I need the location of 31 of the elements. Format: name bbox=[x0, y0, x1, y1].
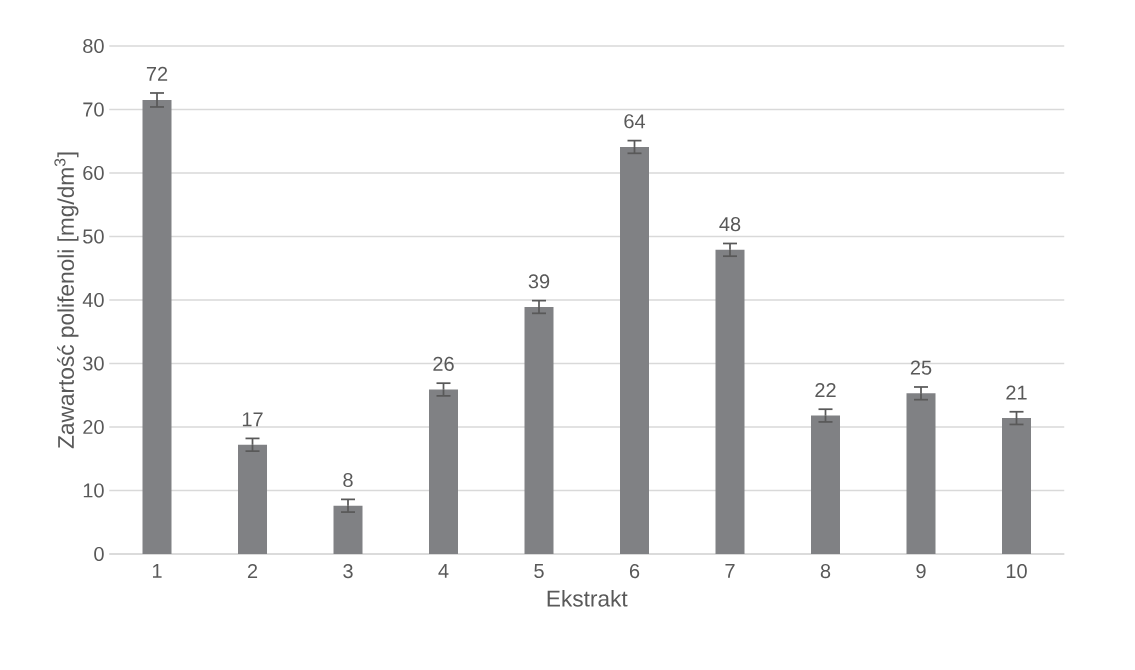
data-label: 22 bbox=[815, 382, 836, 397]
y-tick-label: 30 bbox=[83, 356, 104, 371]
y-tick-label: 20 bbox=[83, 419, 104, 435]
data-label: 64 bbox=[624, 114, 646, 129]
data-label: 26 bbox=[433, 356, 454, 371]
y-tick-label: 80 bbox=[83, 38, 104, 54]
data-label: 25 bbox=[910, 360, 932, 375]
data-label: 17 bbox=[242, 412, 263, 427]
x-axis-title: Ekstrakt bbox=[547, 590, 628, 607]
y-tick-label: 60 bbox=[83, 165, 104, 181]
x-tick-label: 4 bbox=[438, 564, 449, 578]
data-label: 48 bbox=[719, 217, 741, 232]
x-tick-label: 5 bbox=[534, 564, 544, 578]
y-tick-label: 10 bbox=[83, 483, 104, 498]
x-tick-label: 3 bbox=[343, 564, 353, 579]
y-tick-label: 40 bbox=[82, 292, 104, 308]
x-tick-label: 10 bbox=[1006, 564, 1027, 579]
y-axis-title: Zawartość polifenoli [mg/dm$^{3}$] bbox=[54, 152, 79, 449]
x-tick-label: 9 bbox=[916, 564, 926, 579]
data-label: 39 bbox=[528, 274, 550, 289]
x-tick-label: 6 bbox=[629, 564, 640, 579]
data-label: 72 bbox=[146, 66, 168, 81]
data-label: 8 bbox=[343, 472, 353, 488]
x-tick-label: 1 bbox=[152, 564, 162, 578]
y-tick-label: 0 bbox=[94, 546, 104, 562]
x-tick-label: 7 bbox=[725, 564, 735, 578]
x-tick-label: 2 bbox=[247, 564, 258, 578]
y-tick-label: 50 bbox=[83, 229, 104, 244]
x-tick-label: 8 bbox=[820, 564, 831, 579]
y-tick-label: 70 bbox=[83, 102, 104, 117]
data-label: 21 bbox=[1006, 385, 1027, 400]
